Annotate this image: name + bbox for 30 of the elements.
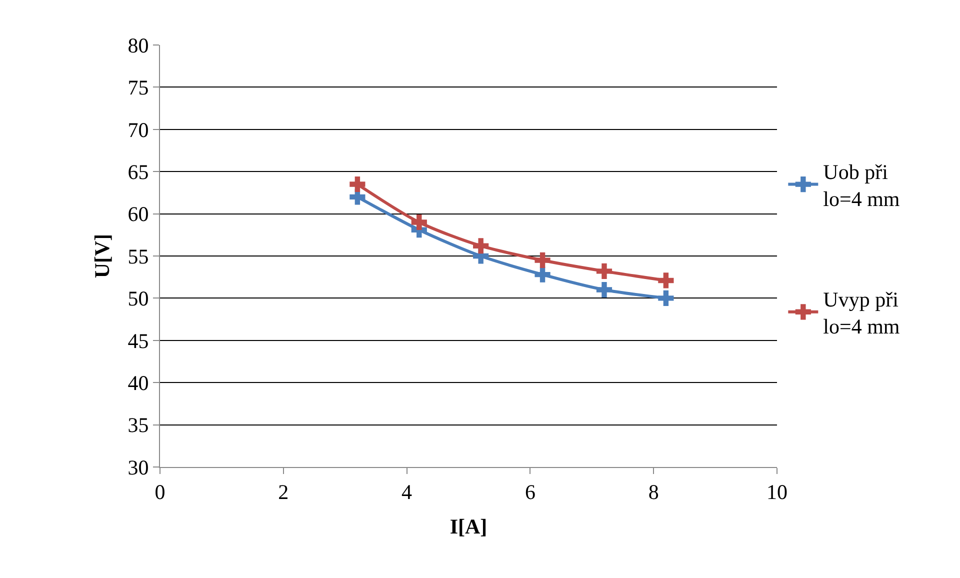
- legend-label: Uob při lo=4 mm: [823, 160, 900, 212]
- y-tick-label: 70: [128, 118, 149, 142]
- x-tick-label: 0: [154, 480, 166, 504]
- y-tick-label: 45: [128, 328, 149, 353]
- y-axis-title: U[V]: [90, 234, 114, 278]
- y-tick-label: 30: [128, 455, 149, 480]
- y-tick-label: 60: [128, 202, 149, 226]
- y-tick-label: 80: [128, 33, 149, 58]
- point: [473, 238, 489, 254]
- point: [534, 266, 550, 282]
- x-tick-label: 4: [402, 480, 413, 504]
- point: [411, 214, 427, 230]
- point: [658, 290, 674, 306]
- point: [596, 263, 612, 279]
- y-tick-label: 50: [128, 286, 149, 311]
- x-tick-label: 6: [524, 480, 536, 504]
- y-tick-label: 75: [128, 76, 149, 100]
- y-tick-label: 65: [128, 160, 149, 184]
- y-tick-label: 55: [128, 244, 149, 268]
- y-tick-label: 35: [128, 413, 149, 438]
- x-tick-label: 10: [766, 480, 788, 504]
- point: [596, 282, 612, 298]
- point: [534, 252, 550, 268]
- point: [350, 176, 366, 192]
- x-tick-label: 2: [278, 480, 289, 504]
- x-tick-label: 8: [648, 480, 659, 504]
- legend-label: Uvyp při lo=4 mm: [823, 287, 900, 339]
- x-axis-title: I[A]: [450, 514, 488, 538]
- y-tick-label: 40: [128, 370, 149, 395]
- point: [658, 272, 674, 288]
